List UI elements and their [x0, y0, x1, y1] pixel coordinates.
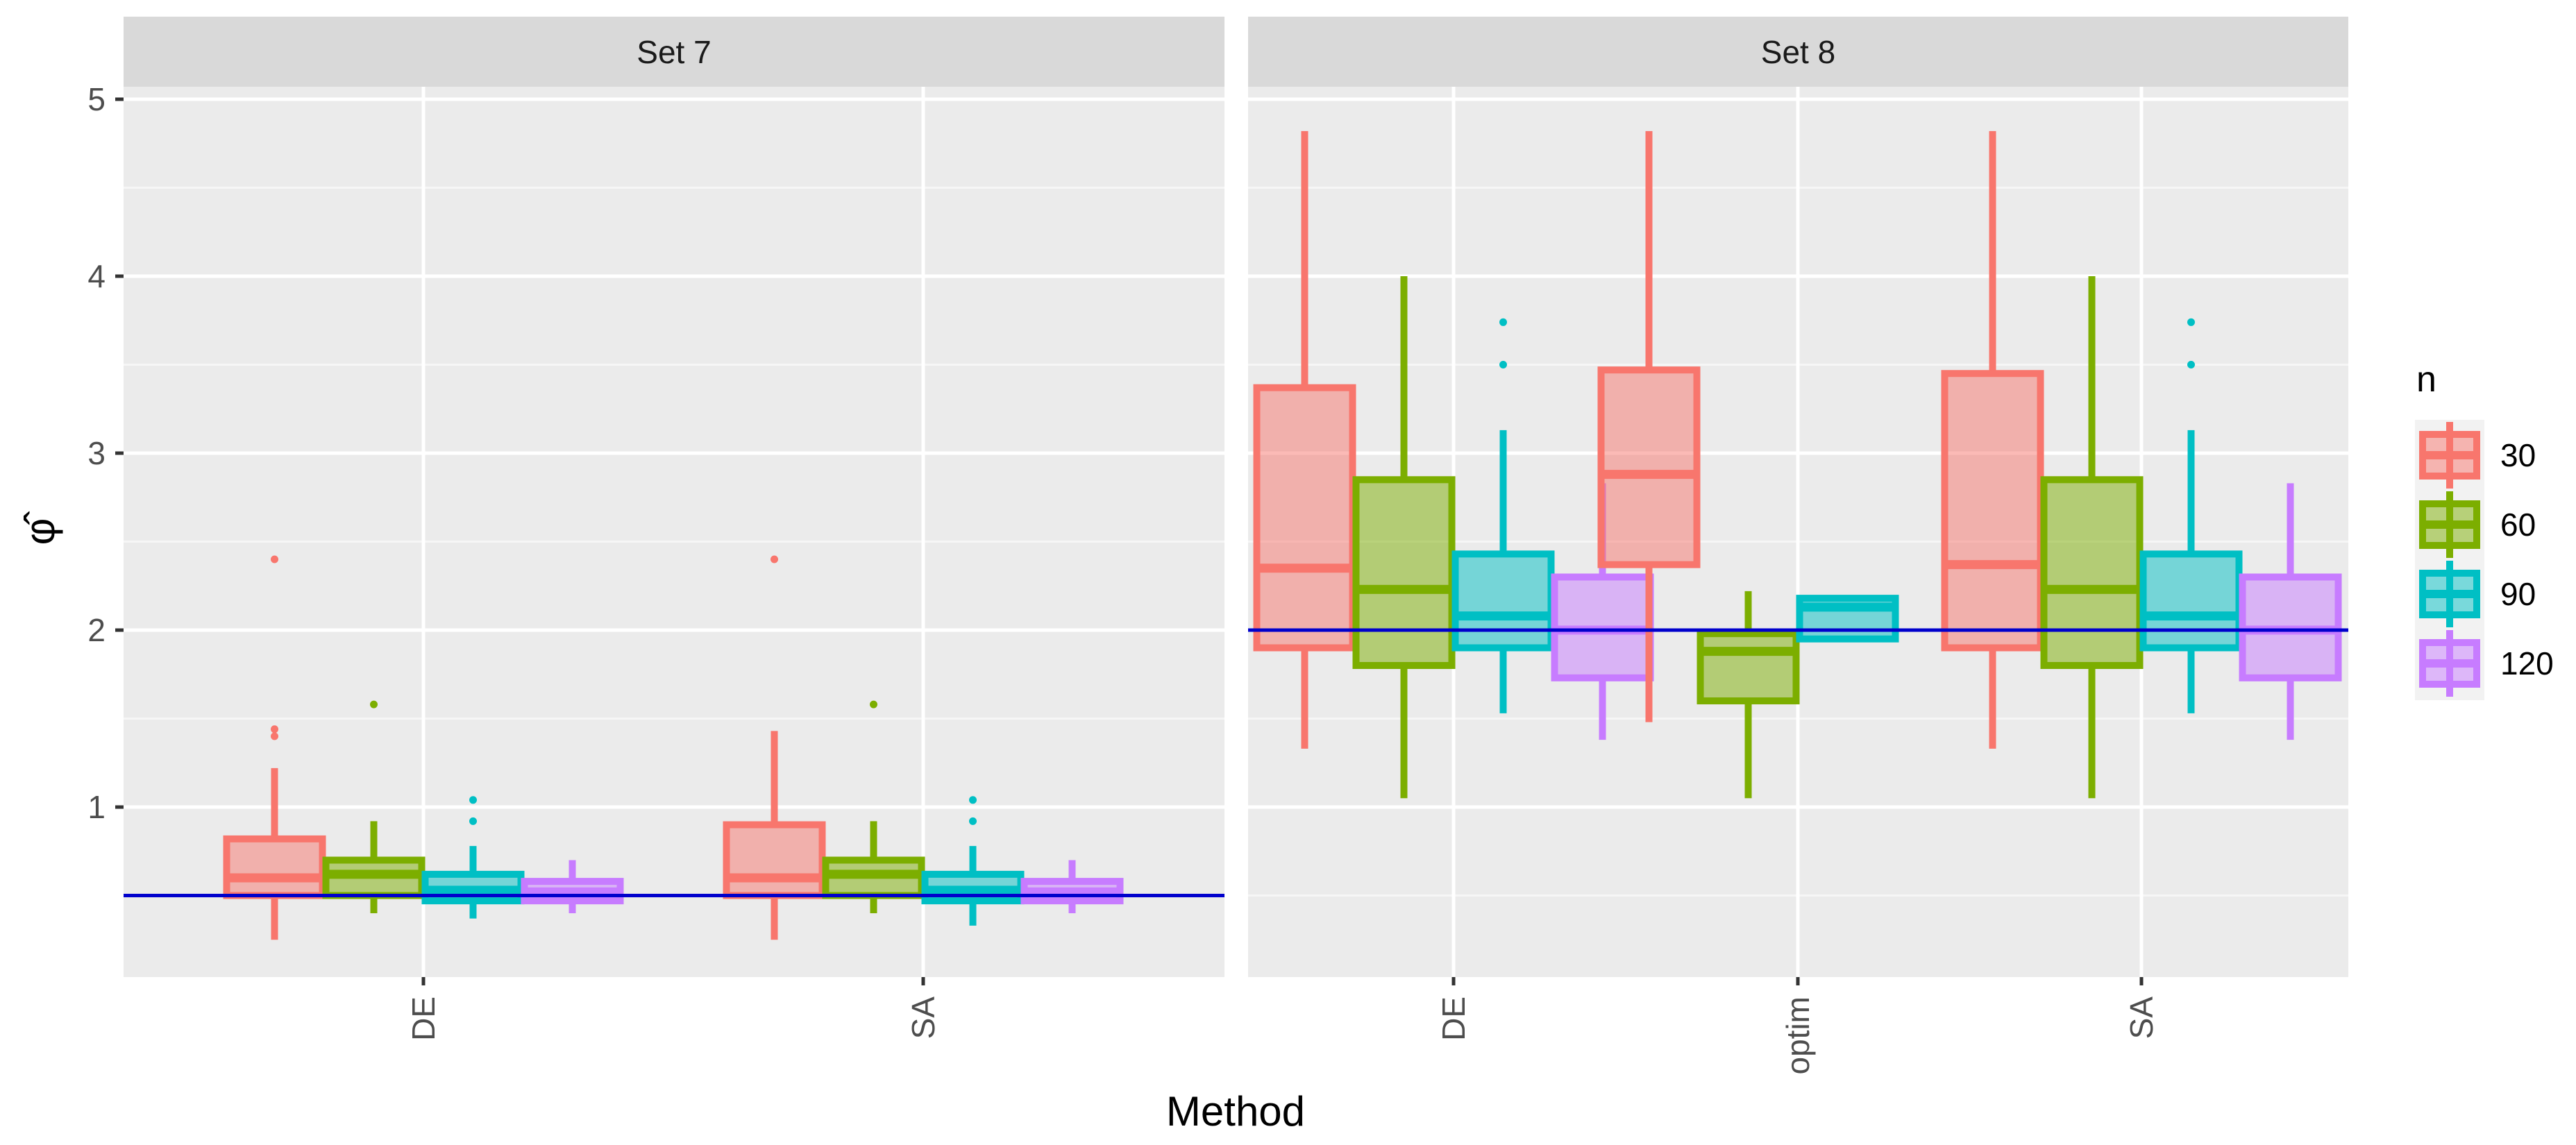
outlier-point [870, 700, 877, 709]
box-optim-n30 [1597, 130, 1701, 722]
panel-set-7: Set 7 DE SA [124, 17, 1224, 1041]
strip-header [124, 17, 1224, 87]
panel-set-8: Set 8 DE optim SA [1248, 17, 2348, 1074]
outlier-point [469, 817, 477, 825]
y-axis: 1 2 3 4 5 [87, 81, 124, 825]
legend: n 30 60 90 120 [2415, 359, 2554, 700]
box-body [1253, 384, 1356, 652]
outlier-point [1499, 361, 1507, 368]
box-SA-n30 [723, 555, 826, 940]
legend-title: n [2416, 359, 2436, 400]
box-body [1352, 476, 1456, 669]
y-tick-label: 5 [87, 81, 106, 117]
y-tick-label: 4 [87, 258, 106, 294]
legend-key-120 [2419, 630, 2480, 697]
box-DE-n30 [1253, 130, 1356, 749]
x-tick-label: DE [405, 996, 441, 1041]
strip-label: Set 7 [637, 34, 711, 70]
legend-label: 30 [2500, 437, 2536, 473]
outlier-point [1499, 318, 1507, 326]
outlier-point [271, 732, 278, 740]
x-tick-label: SA [905, 996, 941, 1040]
outlier-point [271, 555, 278, 563]
box-body [223, 835, 326, 899]
box-body [1451, 550, 1555, 652]
box-optim-n90 [1796, 595, 1899, 643]
y-tick-label: 1 [87, 789, 106, 825]
box-body [2040, 476, 2144, 669]
box-SA-n90 [2139, 318, 2243, 713]
box-DE-n120 [521, 860, 624, 913]
strip-header [1248, 17, 2348, 87]
strip-label: Set 8 [1761, 34, 1835, 70]
panel-background [124, 87, 1224, 977]
box-SA-n30 [1941, 130, 2044, 749]
outlier-point [771, 555, 778, 563]
outlier-point [370, 700, 378, 709]
legend-key-30 [2419, 422, 2480, 489]
box-SA-n120 [1020, 860, 1124, 913]
legend-label: 120 [2500, 645, 2554, 681]
x-tick-label: optim [1780, 996, 1816, 1074]
outlier-point [271, 725, 278, 733]
x-tick-label: DE [1436, 996, 1472, 1041]
box-optim-n60 [1697, 591, 1800, 799]
x-tick-label: SA [2123, 996, 2160, 1040]
y-tick-label: 3 [87, 435, 106, 471]
box-body [1941, 370, 2044, 652]
outlier-point [969, 817, 977, 825]
outlier-point [2187, 318, 2195, 326]
box-SA-n120 [2239, 483, 2342, 740]
box-DE-n60 [1352, 276, 1456, 799]
legend-label: 90 [2500, 576, 2536, 612]
x-axis-title: Method [1166, 1088, 1305, 1135]
box-DE-n30 [223, 555, 326, 940]
box-body [1697, 630, 1800, 704]
legend-key-60 [2419, 491, 2480, 558]
box-SA-n60 [2040, 276, 2144, 799]
legend-key-90 [2419, 561, 2480, 627]
box-body [723, 821, 826, 899]
box-DE-n90 [1451, 318, 1555, 713]
box-body [2139, 550, 2243, 652]
y-axis-title: φ̂ [17, 511, 63, 545]
y-tick-label: 2 [87, 612, 106, 648]
outlier-point [2187, 361, 2195, 368]
outlier-point [969, 796, 977, 804]
legend-label: 60 [2500, 507, 2536, 543]
box-body [1597, 366, 1701, 568]
outlier-point [469, 796, 477, 804]
